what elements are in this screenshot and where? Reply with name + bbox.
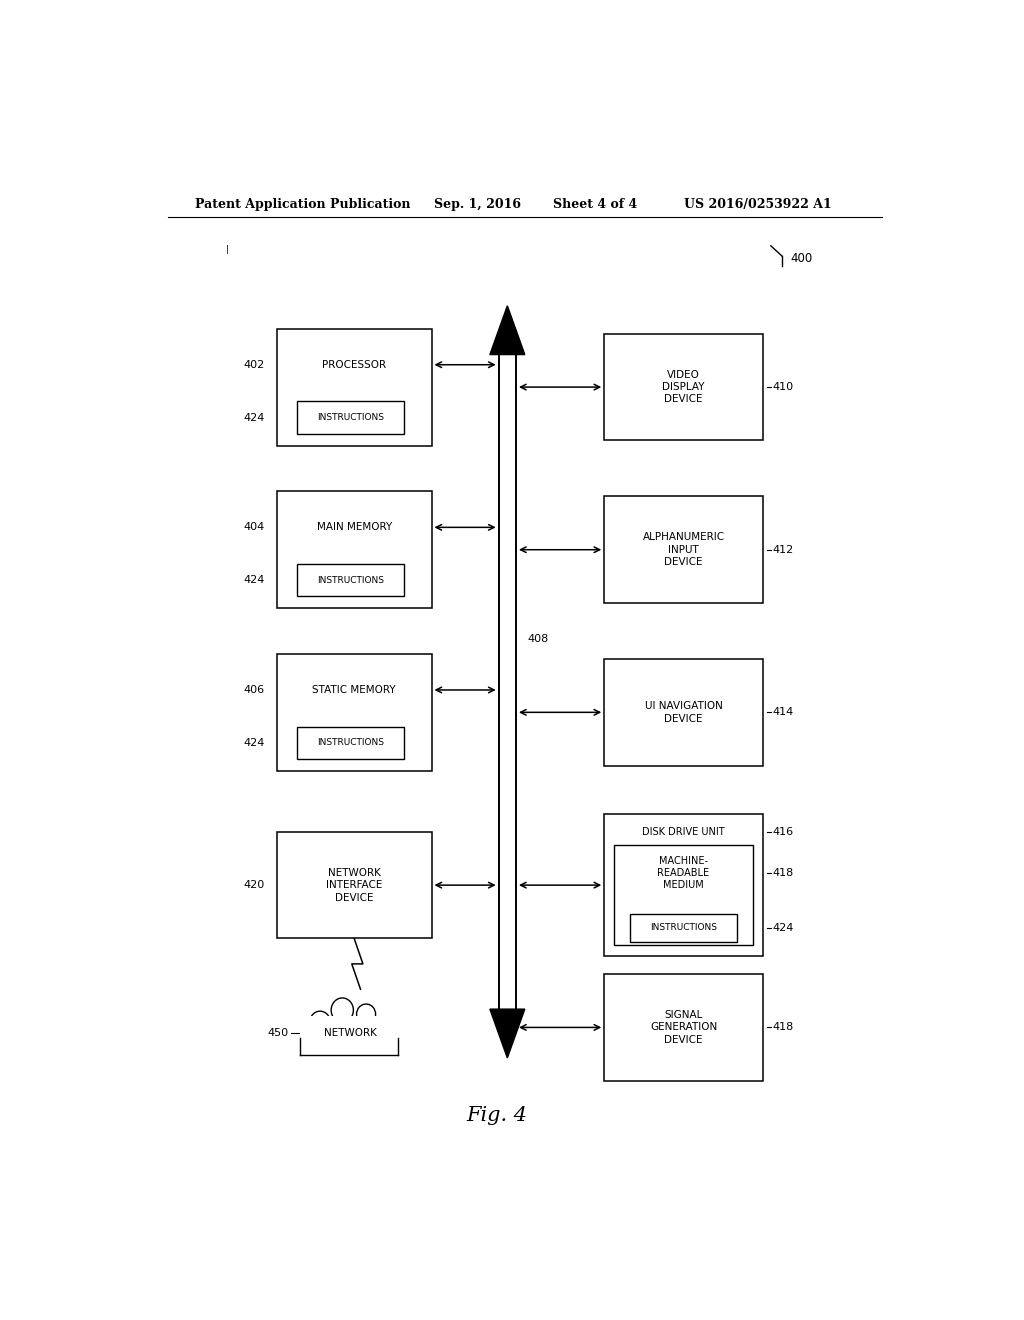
Text: INSTRUCTIONS: INSTRUCTIONS — [650, 923, 717, 932]
Bar — [276, 653, 431, 771]
Text: 408: 408 — [527, 634, 549, 644]
Text: NETWORK: NETWORK — [324, 1027, 377, 1038]
Bar — [614, 846, 753, 945]
Bar — [630, 913, 737, 942]
Bar — [604, 659, 763, 766]
Bar — [276, 491, 431, 609]
Text: UI NAVIGATION
DEVICE: UI NAVIGATION DEVICE — [644, 701, 723, 723]
Text: US 2016/0253922 A1: US 2016/0253922 A1 — [684, 198, 831, 211]
Text: 424: 424 — [244, 576, 265, 585]
Text: PROCESSOR: PROCESSOR — [323, 360, 386, 370]
Bar — [297, 726, 403, 759]
Bar — [297, 564, 403, 597]
Bar — [604, 334, 763, 441]
Text: INSTRUCTIONS: INSTRUCTIONS — [316, 576, 384, 585]
Text: 418: 418 — [772, 869, 794, 878]
Ellipse shape — [376, 1018, 391, 1036]
Ellipse shape — [309, 1011, 331, 1034]
Text: 420: 420 — [244, 880, 265, 890]
Text: INSTRUCTIONS: INSTRUCTIONS — [316, 413, 384, 422]
Bar — [604, 814, 763, 956]
Text: 412: 412 — [772, 545, 794, 554]
Text: Sheet 4 of 4: Sheet 4 of 4 — [553, 198, 637, 211]
Text: 450: 450 — [267, 1027, 289, 1038]
Text: Sep. 1, 2016: Sep. 1, 2016 — [433, 198, 520, 211]
Text: 402: 402 — [244, 360, 265, 370]
Ellipse shape — [331, 998, 353, 1023]
Text: |: | — [225, 246, 228, 255]
Text: 410: 410 — [772, 381, 794, 392]
Ellipse shape — [356, 1005, 376, 1024]
Text: MAIN MEMORY: MAIN MEMORY — [316, 523, 392, 532]
Bar — [300, 1016, 397, 1055]
Bar — [276, 329, 431, 446]
Text: 424: 424 — [772, 923, 794, 933]
Text: SIGNAL
GENERATION
DEVICE: SIGNAL GENERATION DEVICE — [650, 1010, 717, 1045]
Text: 424: 424 — [244, 413, 265, 422]
Text: DISK DRIVE UNIT: DISK DRIVE UNIT — [642, 828, 725, 837]
Text: STATIC MEMORY: STATIC MEMORY — [312, 685, 396, 694]
Bar — [604, 496, 763, 603]
Text: 400: 400 — [791, 252, 813, 264]
Text: INSTRUCTIONS: INSTRUCTIONS — [316, 738, 384, 747]
Text: Patent Application Publication: Patent Application Publication — [196, 198, 411, 211]
Text: 406: 406 — [244, 685, 265, 694]
Bar — [276, 832, 431, 939]
Text: 414: 414 — [772, 708, 794, 717]
Polygon shape — [489, 306, 524, 355]
Text: Fig. 4: Fig. 4 — [467, 1106, 527, 1126]
Bar — [604, 974, 763, 1081]
Text: 416: 416 — [772, 828, 794, 837]
Text: ALPHANUMERIC
INPUT
DEVICE: ALPHANUMERIC INPUT DEVICE — [642, 532, 725, 568]
Text: 404: 404 — [244, 523, 265, 532]
Text: MACHINE-
READABLE
MEDIUM: MACHINE- READABLE MEDIUM — [657, 857, 710, 890]
Text: VIDEO
DISPLAY
DEVICE: VIDEO DISPLAY DEVICE — [663, 370, 705, 404]
Text: 424: 424 — [244, 738, 265, 748]
Text: 418: 418 — [772, 1023, 794, 1032]
Polygon shape — [489, 1008, 524, 1057]
Text: NETWORK
INTERFACE
DEVICE: NETWORK INTERFACE DEVICE — [326, 867, 382, 903]
Bar — [297, 401, 403, 434]
